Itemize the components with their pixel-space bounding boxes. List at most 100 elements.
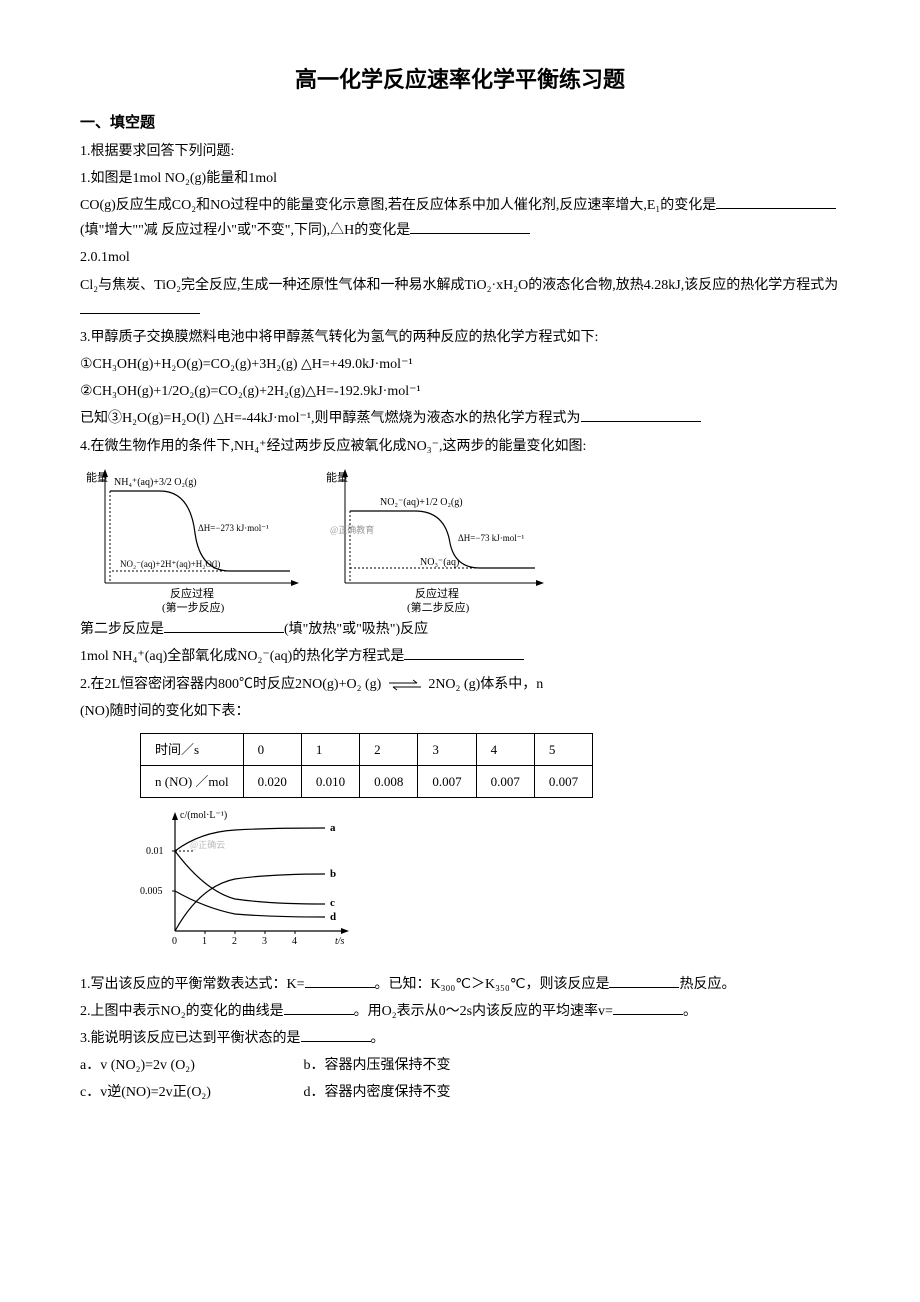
td: n (NO) ／mol bbox=[141, 765, 244, 797]
options-row2: c．v逆(NO)=2v正(O₂) d．容器内密度保持不变 bbox=[80, 1080, 840, 1105]
q1-4b-pre: 第二步反应是 bbox=[80, 622, 164, 637]
q1-3d: 已知③H₂O(g)=H₂O(l) △H=-44kJ·mol⁻¹,则甲醇蒸气燃烧为… bbox=[80, 406, 840, 431]
blank bbox=[164, 618, 284, 633]
th: 4 bbox=[476, 733, 534, 765]
xtick: 1 bbox=[202, 936, 207, 947]
ytick: 0.005 bbox=[140, 886, 163, 897]
concentration-chart: c/(mol·L⁻¹) 0.01 0.005 0 1 2 3 4 t/s a b… bbox=[140, 806, 840, 965]
th: 0 bbox=[243, 733, 301, 765]
energy-diagram-1: 能量 NH₄⁺(aq)+3/2 O₂(g) ΔH=−273 kJ·mol⁻¹ N… bbox=[80, 463, 310, 613]
blank bbox=[404, 645, 524, 660]
page-title: 高一化学反应速率化学平衡练习题 bbox=[80, 60, 840, 100]
top-species: NO₂⁻(aq)+1/2 O₂(g) bbox=[380, 497, 463, 508]
watermark: @正确云 bbox=[190, 839, 225, 850]
blank bbox=[613, 1000, 683, 1015]
y-axis-label: c/(mol·L⁻¹) bbox=[180, 810, 227, 821]
q1-4b-post: (填"放热"或"吸热")反应 bbox=[284, 622, 428, 637]
th: 时间／s bbox=[141, 733, 244, 765]
top-species: NH₄⁺(aq)+3/2 O₂(g) bbox=[114, 477, 197, 488]
sub-label: (第一步反应) bbox=[162, 600, 225, 613]
q1-3c: ②CH₃OH(g)+1/2O₂(g)=CO₂(g)+2H₂(g)△H=-192.… bbox=[80, 379, 840, 404]
q2-1: 1.写出该反应的平衡常数表达式：K= 。已知：K₃₀₀℃＞K₃₅₀℃，则该反应是 热… bbox=[80, 972, 840, 997]
deltaH: ΔH=−73 kJ·mol⁻¹ bbox=[458, 533, 524, 543]
opt-d: d．容器内密度保持不变 bbox=[304, 1085, 451, 1100]
q2-1-mid: 。已知：K₃₀₀℃＞K₃₅₀℃，则该反应是 bbox=[375, 977, 610, 992]
th: 2 bbox=[360, 733, 418, 765]
td: 0.007 bbox=[418, 765, 476, 797]
q1-4a: 4.在微生物作用的条件下,NH₄⁺经过两步反应被氧化成NO₃⁻,这两步的能量变化… bbox=[80, 434, 840, 459]
q1-1b-mid: (填"增大""减 反应过程小"或"不变",下同),△H的变化是 bbox=[80, 223, 410, 238]
th: 3 bbox=[418, 733, 476, 765]
th: 5 bbox=[534, 733, 592, 765]
q2-a: 2.在2L恒容密闭容器内800℃时反应2NO(g)+O₂ (g) bbox=[80, 677, 381, 692]
blank bbox=[305, 973, 375, 988]
blank bbox=[301, 1027, 371, 1042]
label-c: c bbox=[330, 897, 335, 909]
blank bbox=[410, 219, 530, 234]
q1-intro: 1.根据要求回答下列问题: bbox=[80, 139, 840, 164]
xtick: 3 bbox=[262, 936, 267, 947]
xtick: 0 bbox=[172, 936, 177, 947]
table-header-row: 时间／s 0 1 2 3 4 5 bbox=[141, 733, 593, 765]
y-axis-label: 能量 bbox=[326, 470, 348, 484]
q2-1-pre: 1.写出该反应的平衡常数表达式：K= bbox=[80, 977, 305, 992]
watermark: @正确教育 bbox=[330, 524, 374, 535]
blank bbox=[581, 407, 701, 422]
th: 1 bbox=[301, 733, 359, 765]
x-axis-label: 反应过程 bbox=[415, 586, 459, 600]
q2-2-mid: 。用O₂表示从0～2s内该反应的平均速率v= bbox=[354, 1004, 613, 1019]
blank bbox=[80, 299, 200, 314]
q1-3b: ①CH₃OH(g)+H₂O(g)=CO₂(g)+3H₂(g) △H=+49.0k… bbox=[80, 352, 840, 377]
q2-2: 2.上图中表示NO₂的变化的曲线是 。用O₂表示从0～2s内该反应的平均速率v= 。 bbox=[80, 999, 840, 1024]
blank bbox=[284, 1000, 354, 1015]
energy-diagrams: 能量 NH₄⁺(aq)+3/2 O₂(g) ΔH=−273 kJ·mol⁻¹ N… bbox=[80, 463, 840, 613]
opt-a: a．v (NO₂)=2v (O₂) bbox=[80, 1053, 300, 1078]
equilibrium-arrow-icon bbox=[385, 671, 425, 696]
td: 0.020 bbox=[243, 765, 301, 797]
q2-c: (NO)随时间的变化如下表： bbox=[80, 699, 840, 724]
q2-3: 3.能说明该反应已达到平衡状态的是 。 bbox=[80, 1026, 840, 1051]
y-axis-label: 能量 bbox=[86, 470, 108, 484]
q2-2-post: 。 bbox=[683, 1004, 697, 1019]
q1-4b: 第二步反应是 (填"放热"或"吸热")反应 bbox=[80, 617, 840, 642]
q1-4c: 1mol NH₄⁺(aq)全部氧化成NO₂⁻(aq)的热化学方程式是 bbox=[80, 644, 840, 669]
blank bbox=[609, 973, 679, 988]
q2-2-pre: 2.上图中表示NO₂的变化的曲线是 bbox=[80, 1004, 284, 1019]
td: 0.007 bbox=[534, 765, 592, 797]
q2-1-post: 热反应。 bbox=[679, 977, 735, 992]
q1-3a: 3.甲醇质子交换膜燃料电池中将甲醇蒸气转化为氢气的两种反应的热化学方程式如下: bbox=[80, 325, 840, 350]
x-axis-label: 反应过程 bbox=[170, 586, 214, 600]
label-b: b bbox=[330, 868, 336, 880]
q1-3d-pre: 已知③H₂O(g)=H₂O(l) △H=-44kJ·mol⁻¹,则甲醇蒸气燃烧为… bbox=[80, 411, 581, 426]
q1-1-line1: 1.如图是1mol NO₂(g)能量和1mol bbox=[80, 166, 840, 191]
label-a: a bbox=[330, 822, 336, 834]
section-heading: 一、填空题 bbox=[80, 110, 840, 137]
opt-c: c．v逆(NO)=2v正(O₂) bbox=[80, 1080, 300, 1105]
q1-2-line1: 2.0.1mol bbox=[80, 245, 840, 270]
q2-3-post: 。 bbox=[371, 1031, 385, 1046]
q1-4c-pre: 1mol NH₄⁺(aq)全部氧化成NO₂⁻(aq)的热化学方程式是 bbox=[80, 649, 404, 664]
q1-1-line2: CO(g)反应生成CO₂和NO过程中的能量变化示意图,若在反应体系中加人催化剂,… bbox=[80, 193, 840, 243]
q1-1b-pre: CO(g)反应生成CO₂和NO过程中的能量变化示意图,若在反应体系中加人催化剂,… bbox=[80, 198, 716, 213]
data-table: 时间／s 0 1 2 3 4 5 n (NO) ／mol 0.020 0.010… bbox=[140, 733, 593, 799]
xtick: 4 bbox=[292, 936, 297, 947]
label-d: d bbox=[330, 911, 336, 923]
ytick: 0.01 bbox=[146, 846, 164, 857]
opt-b: b．容器内压强保持不变 bbox=[304, 1058, 451, 1073]
td: 0.007 bbox=[476, 765, 534, 797]
energy-diagram-2: 能量 NO₂⁻(aq)+1/2 O₂(g) @正确教育 ΔH=−73 kJ·mo… bbox=[320, 463, 560, 613]
x-axis-label: t/s bbox=[335, 936, 345, 947]
q2-line1: 2.在2L恒容密闭容器内800℃时反应2NO(g)+O₂ (g) 2NO₂ (g… bbox=[80, 671, 840, 697]
q2-b: 2NO₂ (g)体系中，n bbox=[428, 677, 543, 692]
td: 0.008 bbox=[360, 765, 418, 797]
sub-label: (第二步反应) bbox=[407, 600, 470, 613]
bottom-species: NO₃⁻(aq) bbox=[420, 557, 459, 568]
q1-2b-pre: Cl₂与焦炭、TiO₂完全反应,生成一种还原性气体和一种易水解成TiO₂·xH₂… bbox=[80, 278, 838, 293]
options-row1: a．v (NO₂)=2v (O₂) b．容器内压强保持不变 bbox=[80, 1053, 840, 1078]
table-row: n (NO) ／mol 0.020 0.010 0.008 0.007 0.00… bbox=[141, 765, 593, 797]
deltaH: ΔH=−273 kJ·mol⁻¹ bbox=[198, 523, 269, 533]
bottom-species: NO₂⁻(aq)+2H⁺(aq)+H₂O(l) bbox=[120, 559, 220, 569]
blank bbox=[716, 194, 836, 209]
q2-3-pre: 3.能说明该反应已达到平衡状态的是 bbox=[80, 1031, 301, 1046]
td: 0.010 bbox=[301, 765, 359, 797]
